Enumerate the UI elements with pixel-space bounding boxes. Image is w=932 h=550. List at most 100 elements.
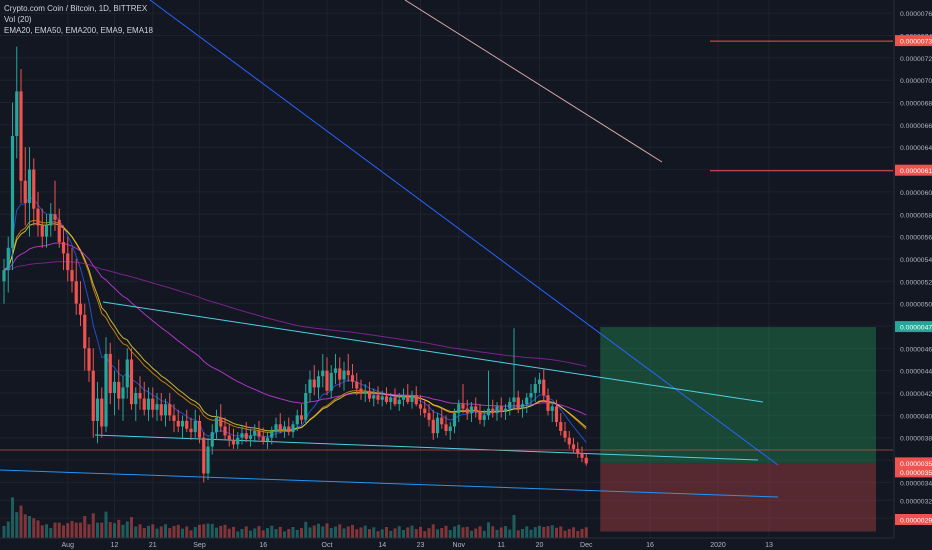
volume-bar: [512, 515, 516, 538]
volume-bar: [321, 526, 325, 538]
volume-bar: [402, 530, 405, 538]
volume-bar: [300, 527, 303, 538]
candle: [185, 409, 189, 433]
volume-bar: [380, 529, 384, 538]
volume-bar: [227, 528, 231, 538]
time-tick-label: 16: [259, 542, 267, 549]
candle: [155, 393, 159, 421]
volume-bar: [223, 524, 227, 538]
volume-bar: [346, 526, 350, 538]
candle: [112, 370, 117, 416]
candle: [580, 446, 584, 463]
volume-bar: [576, 531, 580, 538]
candle: [95, 381, 100, 444]
candle: [512, 328, 516, 409]
volume-bar: [28, 516, 31, 538]
volume-bar: [91, 513, 95, 538]
ema-line: [3, 242, 587, 416]
candle: [108, 342, 112, 405]
time-tick-label: 20: [536, 542, 544, 549]
candle: [19, 69, 23, 204]
price-axis-labels: 0.000007600.000007400.000007200.00000700…: [895, 11, 932, 525]
grid: [0, 0, 893, 538]
volume-bar: [244, 526, 248, 538]
volume-bar: [151, 524, 155, 538]
candle: [389, 393, 393, 410]
candle: [359, 379, 363, 400]
candle: [244, 422, 248, 443]
descending-trendline: [149, 0, 779, 466]
candle: [355, 372, 359, 396]
volume-bar: [62, 525, 65, 538]
volume-bar: [525, 526, 529, 538]
volume-bar: [232, 526, 235, 538]
candle: [461, 384, 465, 414]
volume-bar: [79, 522, 82, 538]
candle: [282, 420, 287, 438]
upper-trendline: [404, 0, 663, 163]
time-axis-labels: Aug 12 21 Sep 16 Oct 14 23 Nov 11 20 Dec 16 2020 13: [62, 542, 773, 549]
candle: [376, 386, 380, 405]
candle: [227, 424, 231, 447]
volume-bar: [83, 516, 87, 538]
volume-bar: [406, 527, 410, 538]
time-tick-label: Nov: [453, 542, 466, 549]
volume-bar: [529, 529, 533, 538]
volume-bar: [15, 512, 19, 538]
candle: [406, 384, 410, 405]
volume-bar: [257, 526, 261, 538]
volume-bar: [368, 529, 371, 538]
candle: [197, 415, 202, 444]
candle: [410, 390, 414, 409]
volume-bar: [559, 526, 563, 538]
time-tick-label: Oct: [322, 542, 333, 549]
chart-legend: Crypto.com Coin / Bitcoin, 1D, BITTREX V…: [4, 3, 153, 36]
volume-bar: [389, 530, 393, 538]
wedge-upper-line: [102, 301, 764, 403]
candle: [346, 353, 350, 382]
volume-bar: [181, 528, 184, 538]
candle: [435, 413, 440, 438]
candle: [474, 397, 478, 418]
candle: [274, 417, 278, 438]
time-tick-label: Sep: [193, 542, 206, 549]
candle: [423, 399, 427, 418]
time-tick-label: Aug: [62, 542, 75, 549]
volume-bar: [440, 527, 444, 538]
candle: [270, 426, 274, 445]
candle: [253, 424, 257, 443]
candle: [146, 387, 151, 421]
volume-bar: [202, 524, 206, 538]
loss-zone: [600, 463, 876, 532]
volume-bar: [465, 526, 469, 538]
candle: [53, 180, 57, 232]
volume-bar: [2, 525, 6, 538]
candle: [261, 427, 265, 445]
candle: [74, 258, 78, 315]
volume-bar: [108, 522, 112, 538]
volume-bar: [278, 526, 282, 538]
candle: [503, 404, 508, 420]
volume-bar: [142, 528, 146, 538]
time-tick-label: 23: [417, 542, 425, 549]
candle: [372, 388, 376, 407]
volume-bar: [130, 517, 133, 538]
volume-bar: [23, 514, 27, 538]
price-label-box: [895, 164, 932, 176]
candle: [163, 398, 168, 427]
candle: [418, 395, 423, 416]
volume-bar: [185, 526, 189, 538]
time-tick-label: Dec: [580, 542, 593, 549]
candle: [452, 408, 457, 434]
candle: [342, 361, 346, 391]
candle: [427, 404, 431, 427]
volume-bar: [49, 528, 53, 538]
volume-bar: [134, 526, 138, 538]
volume-bar: [147, 525, 150, 538]
volume-bar: [11, 497, 14, 538]
